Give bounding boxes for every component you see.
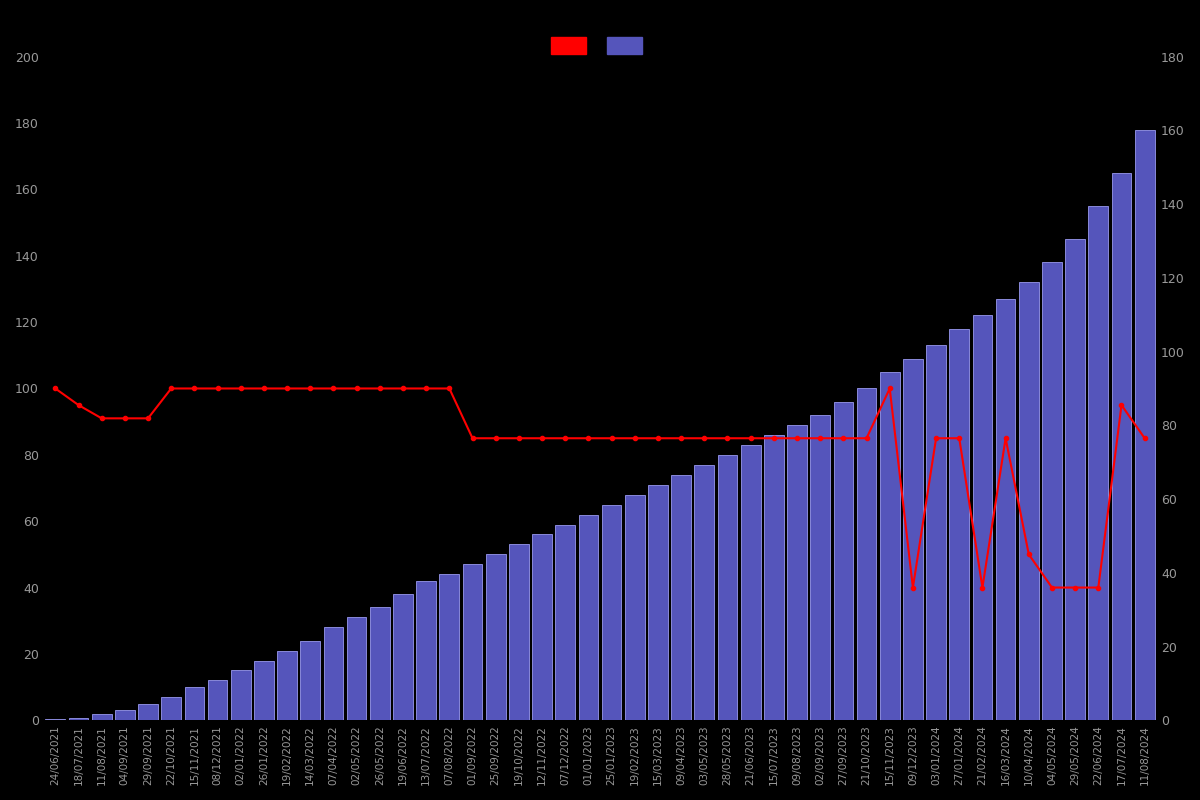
Bar bbox=[509, 545, 529, 720]
Bar bbox=[834, 402, 853, 720]
Bar bbox=[671, 474, 691, 720]
Bar bbox=[601, 505, 622, 720]
Bar bbox=[46, 719, 65, 720]
Bar bbox=[880, 372, 900, 720]
Bar bbox=[416, 581, 436, 720]
Bar bbox=[1088, 206, 1108, 720]
Bar bbox=[347, 618, 366, 720]
Bar bbox=[324, 627, 343, 720]
Bar bbox=[208, 681, 228, 720]
Bar bbox=[695, 465, 714, 720]
Bar bbox=[1135, 130, 1154, 720]
Bar bbox=[718, 455, 737, 720]
Bar bbox=[857, 389, 876, 720]
Bar bbox=[787, 425, 806, 720]
Bar bbox=[1066, 239, 1085, 720]
Bar bbox=[926, 346, 946, 720]
Bar bbox=[439, 574, 460, 720]
Bar bbox=[115, 710, 134, 720]
Bar bbox=[533, 534, 552, 720]
Bar bbox=[648, 485, 667, 720]
Bar bbox=[370, 607, 390, 720]
Bar bbox=[486, 554, 505, 720]
Bar bbox=[904, 358, 923, 720]
Bar bbox=[764, 435, 784, 720]
Bar bbox=[463, 564, 482, 720]
Bar bbox=[1042, 262, 1062, 720]
Bar bbox=[578, 514, 599, 720]
Bar bbox=[92, 714, 112, 720]
Legend: , : , bbox=[551, 37, 649, 54]
Bar bbox=[949, 329, 970, 720]
Bar bbox=[810, 415, 830, 720]
Bar bbox=[68, 718, 89, 720]
Bar bbox=[254, 661, 274, 720]
Bar bbox=[1019, 282, 1039, 720]
Bar bbox=[972, 315, 992, 720]
Bar bbox=[300, 641, 320, 720]
Bar bbox=[996, 299, 1015, 720]
Bar bbox=[138, 704, 158, 720]
Bar bbox=[185, 687, 204, 720]
Bar bbox=[277, 650, 296, 720]
Bar bbox=[161, 697, 181, 720]
Bar bbox=[1111, 173, 1132, 720]
Bar bbox=[625, 494, 644, 720]
Bar bbox=[230, 670, 251, 720]
Bar bbox=[556, 525, 575, 720]
Bar bbox=[394, 594, 413, 720]
Bar bbox=[740, 445, 761, 720]
